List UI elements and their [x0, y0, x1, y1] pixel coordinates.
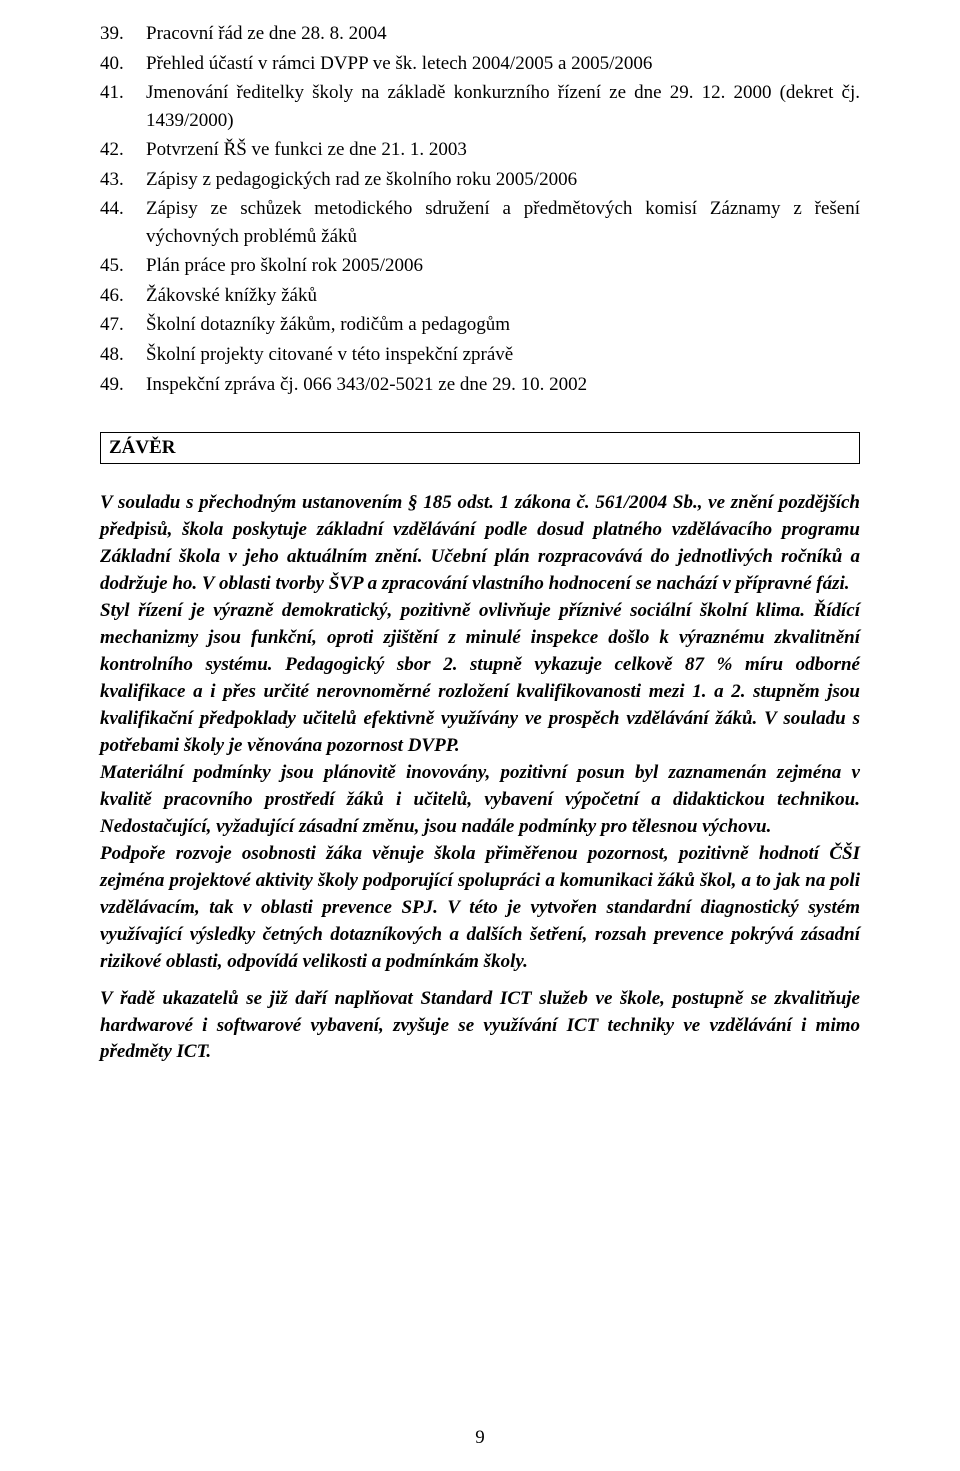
- page-number: 9: [0, 1427, 960, 1449]
- list-item: 41. Jmenování ředitelky školy na základě…: [100, 79, 860, 134]
- list-item: 46. Žákovské knížky žáků: [100, 282, 860, 310]
- list-number: 48.: [100, 341, 146, 369]
- section-header-box: ZÁVĚR: [100, 432, 860, 464]
- numbered-list: 39. Pracovní řád ze dne 28. 8. 2004 40. …: [100, 20, 860, 398]
- list-item: 49. Inspekční zpráva čj. 066 343/02-5021…: [100, 371, 860, 399]
- list-text: Zápisy ze schůzek metodického sdružení a…: [146, 195, 860, 250]
- list-text: Žákovské knížky žáků: [146, 282, 860, 310]
- paragraph: V souladu s přechodným ustanovením § 185…: [100, 490, 860, 598]
- list-number: 47.: [100, 311, 146, 339]
- list-text: Plán práce pro školní rok 2005/2006: [146, 252, 860, 280]
- list-item: 45. Plán práce pro školní rok 2005/2006: [100, 252, 860, 280]
- list-text: Inspekční zpráva čj. 066 343/02-5021 ze …: [146, 371, 860, 399]
- list-text: Školní dotazníky žákům, rodičům a pedago…: [146, 311, 860, 339]
- list-text: Jmenování ředitelky školy na základě kon…: [146, 79, 860, 134]
- list-item: 47. Školní dotazníky žákům, rodičům a pe…: [100, 311, 860, 339]
- list-text: Potvrzení ŘŠ ve funkci ze dne 21. 1. 200…: [146, 136, 860, 164]
- list-number: 49.: [100, 371, 146, 399]
- list-text: Přehled účastí v rámci DVPP ve šk. letec…: [146, 50, 860, 78]
- list-item: 39. Pracovní řád ze dne 28. 8. 2004: [100, 20, 860, 48]
- list-item: 42. Potvrzení ŘŠ ve funkci ze dne 21. 1.…: [100, 136, 860, 164]
- list-number: 45.: [100, 252, 146, 280]
- list-number: 41.: [100, 79, 146, 134]
- list-item: 44. Zápisy ze schůzek metodického sdruže…: [100, 195, 860, 250]
- paragraph: V řadě ukazatelů se již daří naplňovat S…: [100, 986, 860, 1067]
- list-number: 46.: [100, 282, 146, 310]
- list-number: 39.: [100, 20, 146, 48]
- body-text: V souladu s přechodným ustanovením § 185…: [100, 490, 860, 1066]
- list-text: Pracovní řád ze dne 28. 8. 2004: [146, 20, 860, 48]
- list-text: Zápisy z pedagogických rad ze školního r…: [146, 166, 860, 194]
- list-text: Školní projekty citované v této inspekčn…: [146, 341, 860, 369]
- paragraph: Materiální podmínky jsou plánovitě inovo…: [100, 760, 860, 841]
- section-title: ZÁVĚR: [109, 437, 851, 459]
- list-item: 48. Školní projekty citované v této insp…: [100, 341, 860, 369]
- paragraph: Styl řízení je výrazně demokratický, poz…: [100, 598, 860, 760]
- list-item: 43. Zápisy z pedagogických rad ze školní…: [100, 166, 860, 194]
- list-number: 44.: [100, 195, 146, 250]
- list-number: 40.: [100, 50, 146, 78]
- list-number: 43.: [100, 166, 146, 194]
- paragraph: Podpoře rozvoje osobnosti žáka věnuje šk…: [100, 841, 860, 976]
- page-container: 39. Pracovní řád ze dne 28. 8. 2004 40. …: [0, 0, 960, 1471]
- list-item: 40. Přehled účastí v rámci DVPP ve šk. l…: [100, 50, 860, 78]
- list-number: 42.: [100, 136, 146, 164]
